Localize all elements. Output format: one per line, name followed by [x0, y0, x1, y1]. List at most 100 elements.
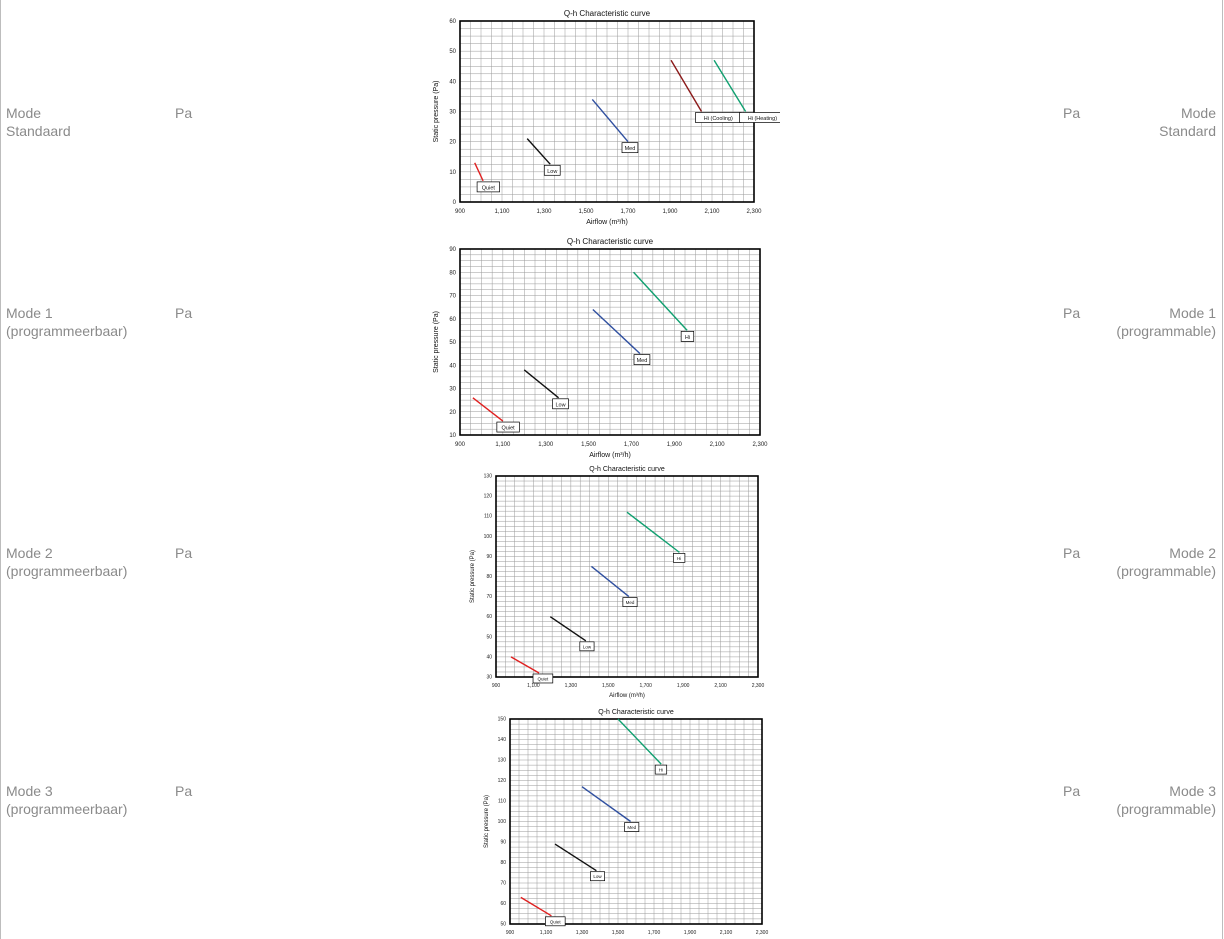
mode-name: Mode: [6, 105, 42, 121]
y-tick-label: 110: [498, 799, 506, 805]
series-label-box: [545, 916, 566, 927]
series-line: [474, 162, 484, 182]
series-label-box: [543, 164, 561, 176]
series-label: Hi: [685, 335, 690, 341]
y-tick-label: 150: [498, 717, 507, 723]
y-tick-label: 80: [486, 574, 492, 580]
x-tick-label: 1,300: [538, 442, 554, 448]
y-tick-label: 30: [449, 110, 456, 116]
mode-name: Mode 3: [6, 783, 53, 799]
series-line: [591, 98, 629, 143]
x-tick-label: 2,100: [704, 209, 720, 215]
series-line: [581, 786, 632, 823]
series-line: [472, 397, 504, 422]
x-tick-label: 2,300: [756, 930, 769, 936]
mode-qualifier: (programmable): [1116, 323, 1216, 339]
series-label-box: [633, 354, 651, 365]
y-axis-label: Static pressure (Pa): [433, 311, 440, 373]
y-tick-label: 70: [500, 881, 506, 887]
y-tick-label: 130: [498, 758, 507, 764]
y-tick-label: 70: [449, 294, 456, 300]
series-line: [713, 59, 747, 112]
series-label-box: [739, 112, 780, 123]
y-tick-label: 90: [500, 840, 506, 846]
series-label-box: [673, 553, 686, 563]
series-label-box: [476, 181, 500, 193]
y-tick-label: 100: [498, 819, 507, 825]
x-tick-label: 1,900: [677, 683, 690, 689]
x-axis-label: Airflow (m³/h): [609, 693, 645, 699]
x-tick-label: 1,500: [581, 442, 597, 448]
plot-frame: [459, 248, 761, 436]
y-tick-label: 50: [486, 634, 492, 640]
x-tick-label: 1,100: [527, 683, 540, 689]
series-label-box: [624, 822, 640, 832]
x-tick-label: 900: [506, 930, 515, 936]
mode-qualifier: Standaard: [6, 123, 71, 139]
series-label: Med: [626, 600, 635, 605]
x-tick-label: 2,300: [752, 683, 765, 689]
series-label: Low: [555, 402, 565, 408]
series-label-box: [552, 398, 569, 410]
x-tick-label: 1,700: [624, 442, 640, 448]
mode-label-en: Mode 2 (programmable): [1060, 544, 1216, 580]
y-axis-label: Static pressure (Pa): [484, 795, 490, 848]
series-label: Hi: [677, 556, 681, 561]
x-tick-label: 2,100: [710, 442, 726, 448]
y-tick-label: 50: [500, 922, 506, 928]
mode-qualifier: Standard: [1159, 123, 1216, 139]
mode-label-en: Mode 1 (programmable): [1060, 304, 1216, 340]
mode-label-en: Mode 3 (programmable): [1060, 782, 1216, 818]
series-line: [510, 656, 540, 674]
x-tick-label: 2,100: [714, 683, 727, 689]
series-label: Low: [593, 874, 602, 879]
series-line: [549, 616, 587, 642]
y-tick-label: 40: [486, 654, 492, 660]
mode-name: Mode 1: [6, 305, 53, 321]
mode-label-en: Mode Standard: [1060, 104, 1216, 140]
chart-title: Q-h Characteristic curve: [598, 709, 674, 716]
y-tick-label: 40: [449, 79, 456, 85]
y-tick-label: 0: [453, 200, 457, 206]
y-tick-label: 90: [449, 247, 456, 253]
series-label: Hi (Heating): [748, 116, 778, 122]
mode-label-nl: Mode 3 (programmeerbaar): [6, 782, 166, 818]
mode-qualifier: (programmeerbaar): [6, 563, 128, 579]
x-tick-label: 1,500: [578, 209, 594, 215]
mode-name: Mode 2: [6, 545, 53, 561]
x-tick-label: 1,900: [684, 930, 697, 936]
x-tick-label: 1,700: [620, 209, 636, 215]
plot-frame: [459, 20, 755, 203]
y-tick-label: 80: [500, 860, 506, 866]
series-line: [670, 59, 703, 112]
mode-label-nl: Mode Standaard: [6, 104, 166, 140]
y-tick-label: 120: [484, 494, 493, 500]
series-label: Hi: [659, 768, 663, 773]
mode-label-nl: Mode 1 (programmeerbaar): [6, 304, 166, 340]
x-tick-label: 2,300: [752, 442, 768, 448]
x-tick-label: 1,700: [639, 683, 652, 689]
plot-frame: [495, 475, 759, 678]
y-tick-label: 30: [486, 675, 492, 681]
series-label-box: [621, 142, 639, 154]
unit-label-right: Pa: [1063, 545, 1081, 561]
x-axis-label: Airflow (m³/h): [586, 219, 628, 226]
series-label-box: [532, 673, 554, 684]
mode-qualifier: (programmeerbaar): [6, 801, 128, 817]
y-tick-label: 50: [449, 49, 456, 55]
x-tick-label: 2,300: [746, 209, 762, 215]
series-label: Low: [547, 169, 557, 175]
series-label-box: [622, 597, 638, 607]
x-tick-label: 1,300: [576, 930, 589, 936]
series-line: [520, 896, 552, 917]
y-tick-label: 140: [498, 737, 507, 743]
qh-chart-mode-2: Q-h Characteristic curve 900 1,100 1,300 1,5…: [470, 466, 765, 699]
series-label-box: [654, 764, 668, 775]
series-line: [626, 511, 680, 553]
unit-label-right: Pa: [1063, 105, 1081, 121]
x-axis-label: Airflow (m³/h): [589, 452, 631, 459]
unit-label-left: Pa: [175, 545, 193, 561]
series-line: [523, 369, 560, 399]
x-tick-label: 900: [492, 683, 501, 689]
mode-qualifier: (programmable): [1116, 801, 1216, 817]
